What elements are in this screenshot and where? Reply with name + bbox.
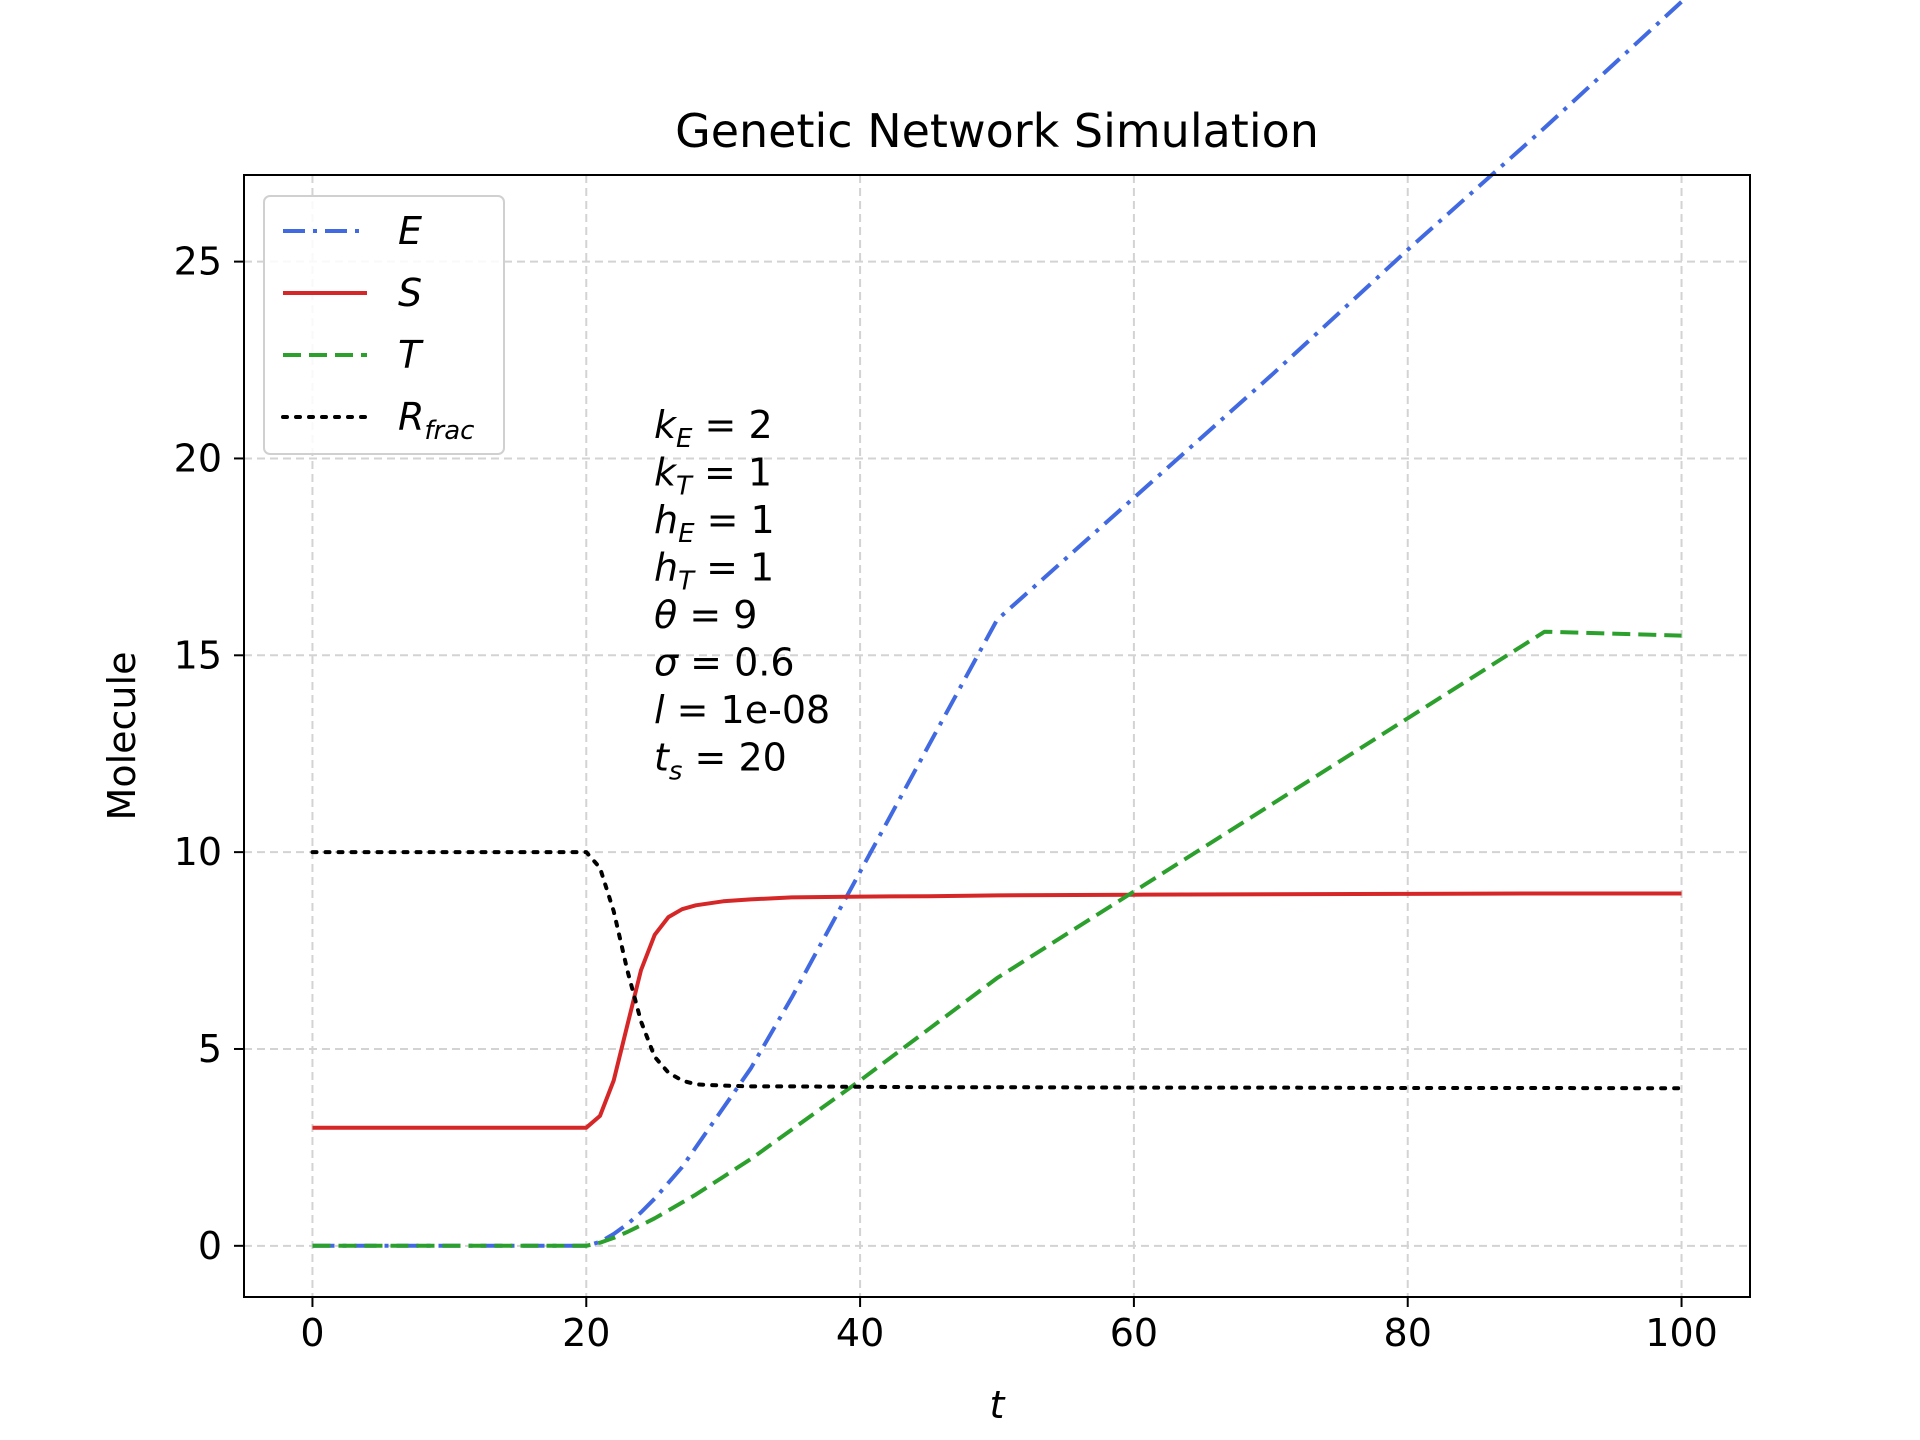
ticks: 0 20 40 60 80 100 0 5 10 15 20 25 bbox=[174, 240, 1718, 1355]
x-tick-label: 60 bbox=[1110, 1311, 1158, 1355]
series-layer bbox=[310, 0, 1684, 1248]
annotation-line: kE = 2 bbox=[654, 403, 773, 454]
chart-title: Genetic Network Simulation bbox=[675, 104, 1319, 158]
y-tick-label: 10 bbox=[174, 830, 222, 874]
legend-box bbox=[263, 195, 505, 455]
legend: EST Rfrac bbox=[263, 195, 505, 455]
plot-frame bbox=[243, 174, 1751, 1298]
series-line-e bbox=[312, 0, 1683, 1248]
annotation-line: σ = 0.6 bbox=[654, 641, 795, 685]
annotation-line: θ = 9 bbox=[654, 593, 757, 637]
annotation-line: l = 1e-08 bbox=[654, 688, 830, 732]
series-line-r-frac bbox=[310, 850, 1684, 1091]
y-tick-label: 5 bbox=[198, 1027, 222, 1071]
parameter-annotations: kE = 2kT = 1hE = 1hT = 1θ = 9σ = 0.6l = … bbox=[654, 403, 830, 787]
legend-label: S bbox=[398, 271, 422, 315]
y-tick-label: 20 bbox=[174, 436, 222, 480]
x-axis-label: t bbox=[990, 1383, 1007, 1427]
annotation-line: hE = 1 bbox=[654, 498, 775, 549]
y-tick-label: 15 bbox=[174, 633, 222, 677]
annotation-line: kT = 1 bbox=[654, 451, 772, 502]
legend-label: E bbox=[398, 209, 422, 253]
x-tick-label: 100 bbox=[1645, 1311, 1718, 1355]
series-line-t bbox=[312, 629, 1682, 1248]
annotation-line: hT = 1 bbox=[654, 546, 774, 597]
annotation-line: ts = 20 bbox=[654, 736, 787, 787]
x-tick-label: 0 bbox=[300, 1311, 324, 1355]
y-axis-label: Molecule bbox=[100, 652, 144, 821]
y-tick-label: 0 bbox=[198, 1224, 222, 1268]
series-line-s bbox=[312, 891, 1682, 1130]
x-tick-label: 40 bbox=[836, 1311, 884, 1355]
legend-label: Rfrac bbox=[398, 395, 474, 446]
y-tick-label: 25 bbox=[174, 240, 222, 284]
legend-label: T bbox=[398, 333, 424, 377]
x-tick-label: 20 bbox=[562, 1311, 610, 1355]
x-tick-label: 80 bbox=[1384, 1311, 1432, 1355]
